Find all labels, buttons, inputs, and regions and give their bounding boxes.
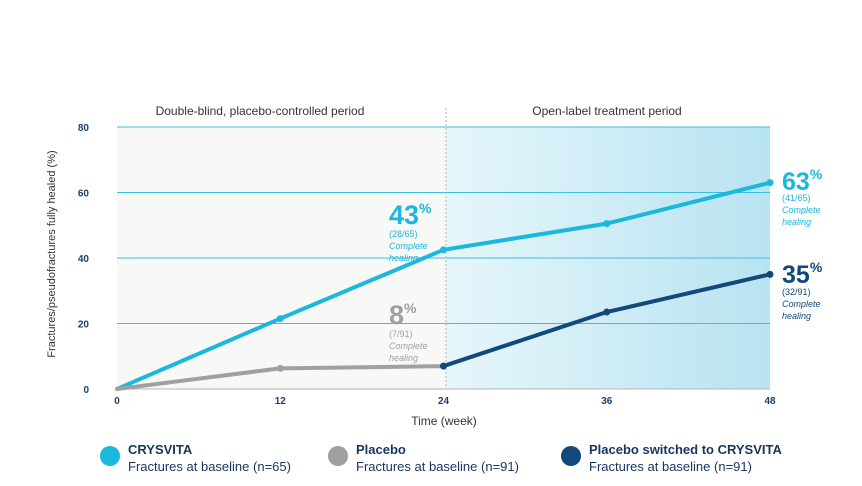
legend-swatch-switched	[561, 446, 581, 466]
annotation-fraction: (7/91)	[389, 329, 413, 339]
data-point-crysvita	[766, 179, 774, 187]
annotation-text-line1: Complete	[389, 341, 428, 351]
y-tick-label: 80	[78, 123, 90, 134]
legend-item-switched: Placebo switched to CRYSVITA Fractures a…	[561, 442, 782, 476]
annotation-switched-48: 35% (32/91) Complete healing	[782, 259, 823, 321]
x-tick-label: 0	[114, 396, 120, 407]
annotation-text-line1: Complete	[389, 241, 428, 251]
period-label-blinded: Double-blind, placebo-controlled period	[156, 104, 365, 118]
data-point-crysvita	[440, 246, 447, 254]
legend-subtitle: Fractures at baseline (n=91)	[356, 459, 519, 474]
legend-subtitle: Fractures at baseline (n=65)	[128, 459, 291, 474]
annotation-value: 35%	[782, 259, 823, 289]
x-tick-label: 24	[438, 396, 450, 407]
annotation-crysvita-24: 43% (28/65) Complete healing	[389, 200, 432, 263]
y-tick-label: 60	[78, 189, 90, 200]
x-tick-label: 36	[601, 396, 613, 407]
annotation-fraction: (28/65)	[389, 229, 418, 239]
data-point-placebo-switched-to-crysvita	[440, 362, 447, 370]
x-tick-label: 48	[764, 396, 776, 407]
annotation-text-line1: Complete	[782, 205, 821, 215]
annotation-value: 8%	[389, 300, 417, 330]
y-tick-label: 20	[78, 320, 90, 331]
data-point-crysvita	[603, 220, 611, 228]
legend-item-crysvita: CRYSVITA Fractures at baseline (n=65)	[100, 442, 291, 476]
data-point-placebo-switched-to-crysvita	[766, 270, 774, 278]
annotation-placebo-24: 8% (7/91) Complete healing	[389, 300, 428, 363]
annotation-text-line1: Complete	[782, 299, 821, 309]
y-axis-label: Fractures/pseudofractures fully healed (…	[46, 150, 58, 357]
data-point-crysvita	[276, 315, 284, 323]
legend-name: Placebo switched to CRYSVITA	[589, 442, 782, 457]
annotation-text-line2: healing	[782, 217, 811, 227]
annotation-crysvita-48: 63% (41/65) Complete healing	[782, 166, 823, 227]
annotation-fraction: (41/65)	[782, 193, 811, 203]
annotation-value: 63%	[782, 166, 823, 196]
annotation-text-line2: healing	[389, 353, 418, 363]
legend-name: Placebo	[356, 442, 406, 457]
y-tick-label: 0	[83, 385, 89, 396]
data-point-placebo	[276, 364, 284, 372]
annotation-text-line2: healing	[782, 311, 811, 321]
x-axis-label: Time (week)	[411, 414, 477, 428]
data-point-placebo-switched-to-crysvita	[603, 308, 611, 316]
x-tick-label: 12	[275, 396, 287, 407]
period-label-open-label: Open-label treatment period	[532, 104, 681, 118]
legend-swatch-placebo	[328, 446, 348, 466]
annotation-value: 43%	[389, 200, 432, 230]
y-tick-label: 40	[78, 254, 90, 265]
legend-subtitle: Fractures at baseline (n=91)	[589, 459, 752, 474]
annotation-text-line2: healing	[389, 253, 418, 263]
legend-item-placebo: Placebo Fractures at baseline (n=91)	[328, 442, 519, 476]
legend-swatch-crysvita	[100, 446, 120, 466]
legend-name: CRYSVITA	[128, 442, 193, 457]
annotation-fraction: (32/91)	[782, 287, 811, 297]
